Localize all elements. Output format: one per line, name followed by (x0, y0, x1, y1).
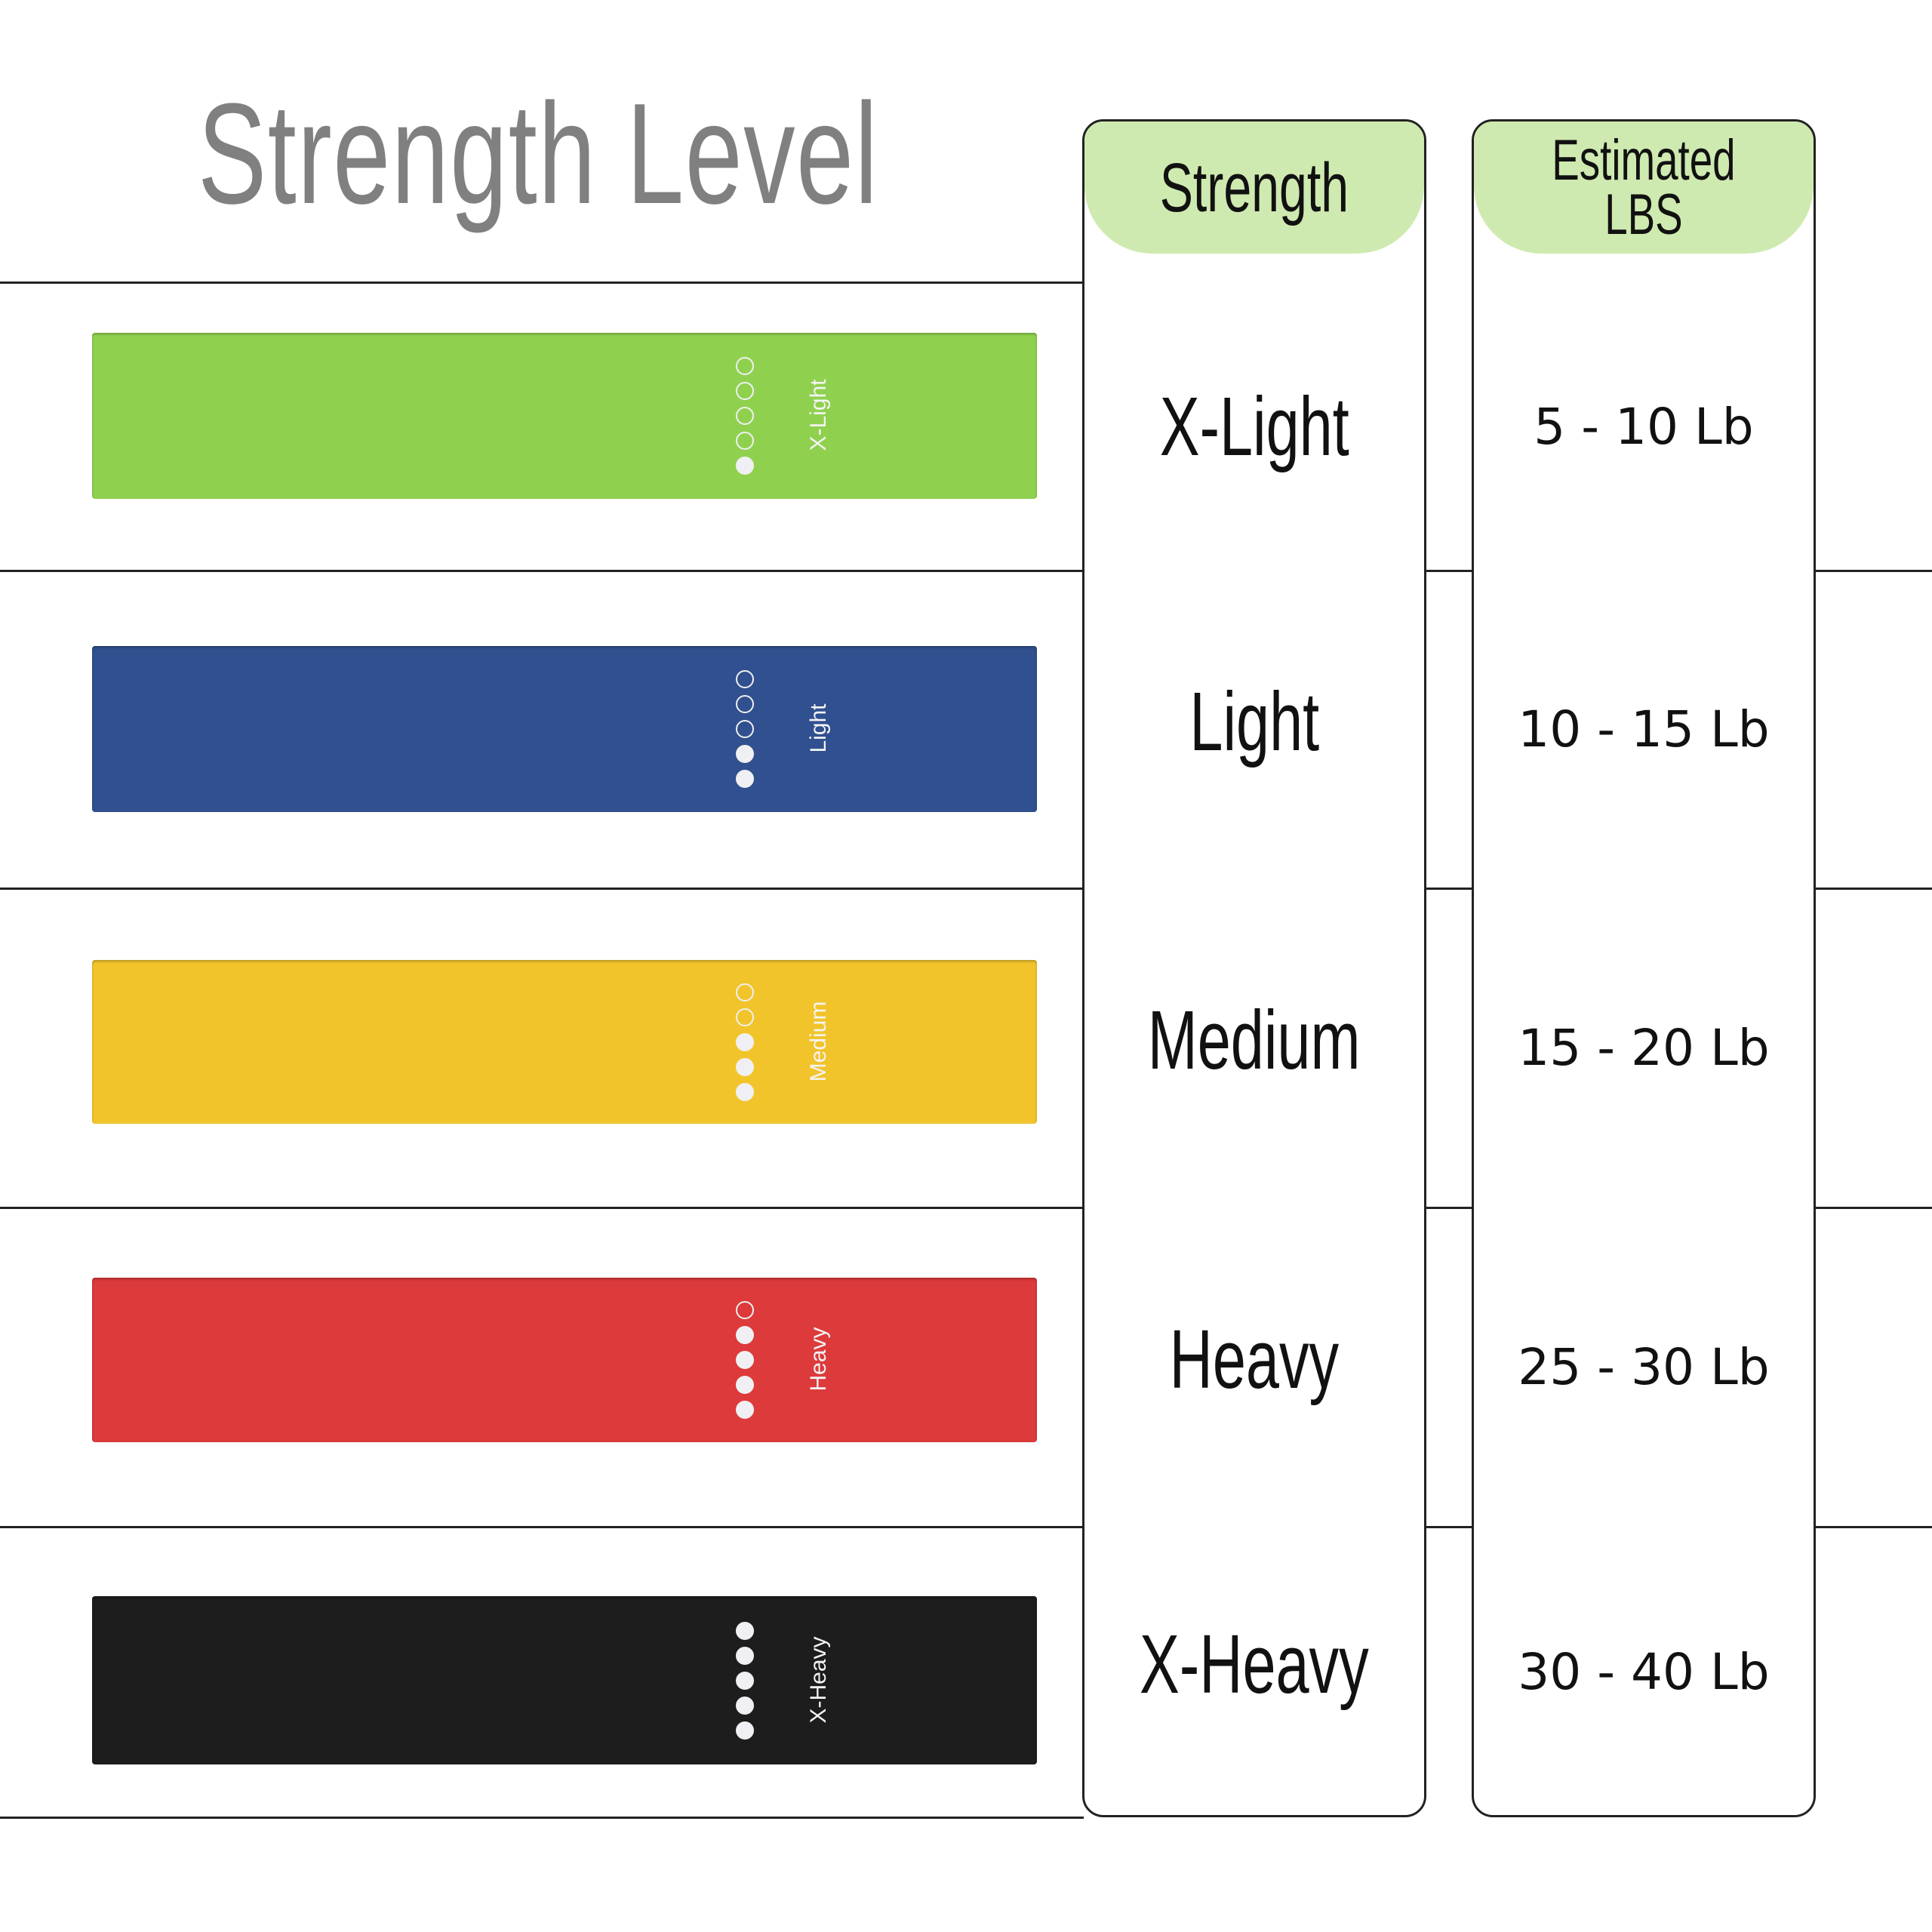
strength-value: Medium (1148, 994, 1361, 1087)
lbs-value: 25 - 30 Lb (1518, 1338, 1770, 1396)
filled-dot-icon (736, 1696, 754, 1715)
strength-dots (736, 357, 755, 475)
resistance-band-5 (92, 1596, 1037, 1764)
strength-cell: Medium (1084, 881, 1424, 1200)
strength-value: X-Light (1159, 380, 1349, 473)
lbs-value: 10 - 15 Lb (1518, 700, 1770, 758)
strength-dots (736, 1301, 755, 1419)
lbs-cell: 25 - 30 Lb (1474, 1208, 1814, 1527)
filled-dot-icon (736, 1326, 754, 1344)
strength-dots (736, 983, 755, 1101)
empty-dot-icon (736, 720, 754, 738)
strength-cell: X-Light (1084, 267, 1424, 586)
filled-dot-icon (736, 770, 754, 788)
empty-dot-icon (736, 1301, 754, 1319)
strength-cell: Heavy (1084, 1200, 1424, 1519)
divider (0, 1526, 1932, 1528)
filled-dot-icon (736, 1671, 754, 1690)
lbs-value: 30 - 40 Lb (1518, 1643, 1770, 1701)
strength-cell: Light (1084, 563, 1424, 881)
lbs-column: Estimated LBS (1472, 119, 1816, 1817)
divider (0, 281, 1084, 284)
band-label: Medium (806, 1001, 831, 1081)
filled-dot-icon (736, 1646, 754, 1665)
filled-dot-icon (736, 1082, 754, 1101)
filled-dot-icon (736, 1376, 754, 1394)
strength-cell: X-Heavy (1084, 1519, 1424, 1810)
strength-column: Strength (1082, 119, 1426, 1817)
lbs-cell: 10 - 15 Lb (1474, 571, 1814, 888)
lbs-header: Estimated LBS (1474, 122, 1814, 254)
divider (0, 1817, 1084, 1819)
resistance-band-1 (92, 333, 1037, 499)
divider (0, 570, 1932, 572)
strength-dots (736, 1621, 755, 1740)
filled-dot-icon (736, 457, 754, 475)
lbs-cell: 30 - 40 Lb (1474, 1527, 1814, 1817)
empty-dot-icon (736, 1008, 754, 1026)
band-label: Heavy (806, 1327, 831, 1392)
lbs-value: 5 - 10 Lb (1534, 397, 1754, 456)
band-label: Light (806, 703, 831, 753)
empty-dot-icon (736, 670, 754, 688)
divider (0, 1207, 1932, 1209)
filled-dot-icon (736, 1032, 754, 1051)
filled-dot-icon (736, 1057, 754, 1076)
lbs-header-label: Estimated LBS (1552, 128, 1736, 247)
filled-dot-icon (736, 1351, 754, 1369)
filled-dot-icon (736, 1401, 754, 1419)
band-label: X-Light (806, 379, 831, 451)
strength-dots (736, 670, 755, 788)
filled-dot-icon (736, 1721, 754, 1740)
empty-dot-icon (736, 983, 754, 1001)
filled-dot-icon (736, 745, 754, 763)
band-label: X-Heavy (806, 1635, 831, 1724)
empty-dot-icon (736, 407, 754, 425)
strength-value: Heavy (1169, 1313, 1340, 1406)
lbs-cell: 15 - 20 Lb (1474, 888, 1814, 1208)
lbs-value: 15 - 20 Lb (1518, 1019, 1770, 1077)
empty-dot-icon (736, 432, 754, 450)
lbs-cell: 5 - 10 Lb (1474, 275, 1814, 578)
filled-dot-icon (736, 1621, 754, 1640)
divider (0, 888, 1932, 890)
empty-dot-icon (736, 382, 754, 400)
empty-dot-icon (736, 357, 754, 375)
page-title: Strength Level (198, 74, 879, 234)
strength-header: Strength (1084, 122, 1424, 254)
resistance-band-4 (92, 1278, 1037, 1442)
empty-dot-icon (736, 695, 754, 713)
strength-header-label: Strength (1159, 149, 1349, 226)
resistance-band-2 (92, 646, 1037, 812)
strength-value: Light (1189, 675, 1319, 768)
strength-value: X-Heavy (1140, 1618, 1369, 1711)
resistance-band-3 (92, 960, 1037, 1124)
